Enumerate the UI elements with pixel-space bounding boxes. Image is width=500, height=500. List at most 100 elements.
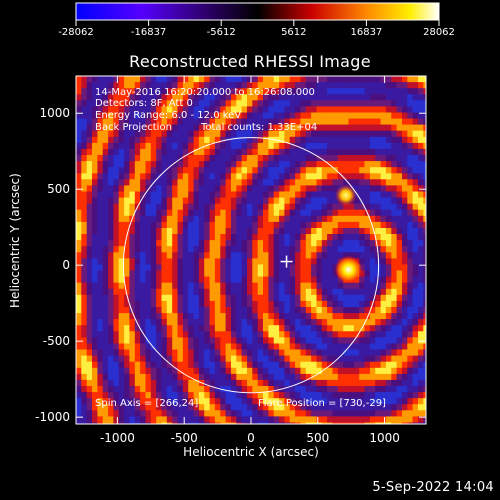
heatmap-cell [129,386,136,393]
heatmap-cell [407,173,414,180]
heatmap-cell [423,118,426,126]
heatmap-cell [391,215,398,223]
heatmap-cell [113,203,120,211]
heatmap-cell [343,130,350,138]
heatmap-cell [257,155,264,162]
heatmap-cell [252,300,259,308]
heatmap-cell [252,331,259,338]
heatmap-cell [380,203,387,211]
y-tick-label: -1000 [35,410,70,424]
heatmap-cell [423,88,426,95]
heatmap-cell [188,276,195,284]
heatmap-cell [150,398,157,405]
heatmap-cell [92,429,98,436]
heatmap-cell [364,422,371,424]
heatmap-cell [129,148,136,156]
heatmap-cell [380,209,387,217]
heatmap-cell [182,288,189,296]
heatmap-cell [92,88,98,95]
heatmap-cell [396,264,403,272]
heatmap-cell [273,276,280,284]
heatmap-cell [263,112,269,120]
heatmap-cell [140,355,147,363]
heatmap-cell [118,398,125,405]
heatmap-cell [423,76,426,83]
heatmap-cell [369,307,376,314]
heatmap-cell [134,100,141,107]
heatmap-cell [124,124,131,132]
heatmap-cell [172,148,179,156]
heatmap-cell [247,288,253,296]
heatmap-cell [193,173,200,180]
heatmap-cell [279,355,286,363]
heatmap-cell [337,282,344,290]
heatmap-cell [343,325,350,332]
heatmap-cell [124,349,131,357]
heatmap-cell [102,361,109,369]
heatmap-cell [300,240,307,247]
heatmap-cell [145,191,152,199]
heatmap-cell [236,270,243,278]
heatmap-cell [129,331,136,338]
heatmap-cell [311,410,318,417]
heatmap-cell [263,410,269,417]
heatmap-cell [284,142,291,150]
heatmap-cell [182,197,189,205]
heatmap-cell [273,252,280,259]
heatmap-cell [321,386,328,393]
heatmap-cell [220,142,227,150]
heatmap-cell [177,130,184,138]
heatmap-cell [150,209,157,217]
heatmap-cell [118,386,125,393]
heatmap-cell [113,325,120,332]
heatmap-cell [156,161,163,168]
heatmap-cell [236,112,243,120]
heatmap-cell [214,234,221,241]
heatmap-cell [198,416,205,424]
heatmap-cell [86,82,93,89]
heatmap-cell [284,215,291,223]
heatmap-cell [193,270,200,278]
heatmap-cell [97,106,104,114]
heatmap-cell [140,404,147,411]
heatmap-cell [385,124,392,132]
heatmap-cell [364,142,371,150]
heatmap-cell [209,337,216,345]
heatmap-cell [402,300,408,308]
heatmap-cell [359,161,366,168]
heatmap-cell [247,112,253,120]
heatmap-cell [129,252,136,259]
heatmap-cell [353,228,360,235]
heatmap-cell [97,337,104,345]
heatmap-cell [124,294,131,302]
heatmap-cell [188,392,195,399]
heatmap-cell [214,288,221,296]
heatmap-cell [172,240,179,247]
heatmap-cell [375,221,382,229]
heatmap-cell [209,209,216,217]
heatmap-cell [166,392,173,399]
heatmap-cell [321,276,328,284]
heatmap-cell [369,94,376,101]
heatmap-cell [182,325,189,332]
heatmap-cell [263,221,269,229]
heatmap-cell [129,276,136,284]
heatmap-cell [295,282,302,290]
heatmap-cell [231,404,237,411]
heatmap-cell [300,307,307,314]
heatmap-cell [193,221,200,229]
heatmap-cell [321,313,328,320]
heatmap-cell [150,276,157,284]
heatmap-cell [375,282,382,290]
heatmap-cell [220,307,227,314]
heatmap-cell [257,246,264,253]
heatmap-cell [156,234,163,241]
heatmap-cell [327,288,334,296]
heatmap-cell [273,191,280,199]
heatmap-cell [220,106,227,114]
heatmap-cell [204,252,211,259]
heatmap-cell [252,142,259,150]
heatmap-cell [150,282,157,290]
heatmap-cell [327,404,334,411]
heatmap-cell [385,100,392,107]
